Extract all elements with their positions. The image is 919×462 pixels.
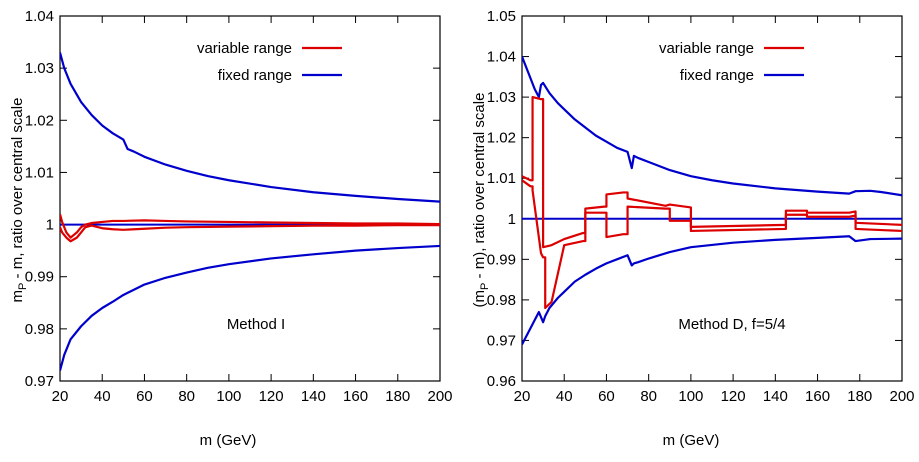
left-chart-panel: 20 40 60 80 100 120 140 160 180 200 0.97 0.98 0.99 1 1…: [9, 8, 453, 449]
y-tick-label: 1.04: [25, 8, 54, 25]
y-tick-label: 1.02: [25, 112, 54, 129]
x-tick-label: 140: [763, 388, 788, 405]
x-tick-label: 180: [385, 388, 410, 405]
x-tick-label: 200: [889, 388, 914, 405]
x-tick-label: 180: [847, 388, 872, 405]
legend-label: fixed range: [218, 67, 292, 84]
series-group: [60, 52, 440, 371]
legend-label: fixed range: [680, 67, 754, 84]
plot-frame: [59, 15, 441, 382]
y-tick-label: 0.99: [487, 251, 516, 268]
x-tick-label: 160: [805, 388, 830, 405]
x-tick-label: 20: [52, 388, 69, 405]
x-tick-label: 160: [343, 388, 368, 405]
y-tick-label: 0.99: [25, 269, 54, 286]
x-tick-label: 140: [301, 388, 326, 405]
y-tick-label: 1: [508, 211, 516, 228]
series-line-variable-range-band-lower: [522, 179, 902, 310]
series-group: [522, 56, 902, 346]
method-annotation: Method D, f=5/4: [678, 316, 785, 333]
y-tick-label: 0.98: [487, 292, 516, 309]
legend-label: variable range: [659, 40, 754, 57]
series-line-variable-range-band-lower: [60, 223, 440, 243]
method-annotation: Method I: [227, 316, 285, 333]
series-line-fixed-range-lower: [522, 235, 902, 346]
x-axis-label: m (GeV): [200, 432, 257, 449]
x-tick-label: 120: [721, 388, 746, 405]
y-axis-label: mP - m, ratio over central scale: [9, 98, 29, 303]
x-tick-label: 60: [598, 388, 615, 405]
y-tick-label: 1.05: [487, 8, 516, 25]
y-tick-label: 1: [46, 217, 54, 234]
x-axis-label: m (GeV): [663, 432, 720, 449]
y-tick-label: 1.04: [487, 49, 516, 66]
y-tick-label: 1.02: [487, 130, 516, 147]
series-line-variable-range-band-upper: [60, 213, 440, 239]
y-tick-label: 1.03: [25, 60, 54, 77]
y-tick-label: 0.97: [487, 332, 516, 349]
x-tick-label: 100: [678, 388, 703, 405]
right-chart-panel: 20 40 60 80 100 120 140 160 180 200 0.96 0.97 0.98 0.…: [471, 8, 915, 449]
x-tick-label: 100: [216, 388, 241, 405]
plot-frame: [521, 15, 903, 382]
y-axis-label: (mP - m), ratio over central scale: [471, 93, 491, 308]
series-line-fixed-range-lower: [60, 244, 440, 371]
y-tick-label: 0.96: [487, 373, 516, 390]
x-tick-label: 40: [94, 388, 111, 405]
y-tick-label: 0.97: [25, 373, 54, 390]
series-line-fixed-range-upper: [522, 56, 902, 197]
x-tick-label: 80: [178, 388, 195, 405]
x-tick-label: 200: [427, 388, 452, 405]
series-line-fixed-range-upper: [60, 52, 440, 203]
y-tick-label: 0.98: [25, 321, 54, 338]
legend-label: variable range: [197, 40, 292, 57]
y-tick-label: 1.01: [25, 164, 54, 181]
y-tick-label: 1.03: [487, 89, 516, 106]
y-tick-label: 1.01: [487, 170, 516, 187]
x-tick-label: 60: [136, 388, 153, 405]
series-line-variable-range-band-upper: [522, 96, 902, 249]
x-tick-label: 20: [514, 388, 531, 405]
x-tick-label: 40: [556, 388, 573, 405]
x-tick-label: 120: [259, 388, 284, 405]
x-tick-label: 80: [640, 388, 657, 405]
